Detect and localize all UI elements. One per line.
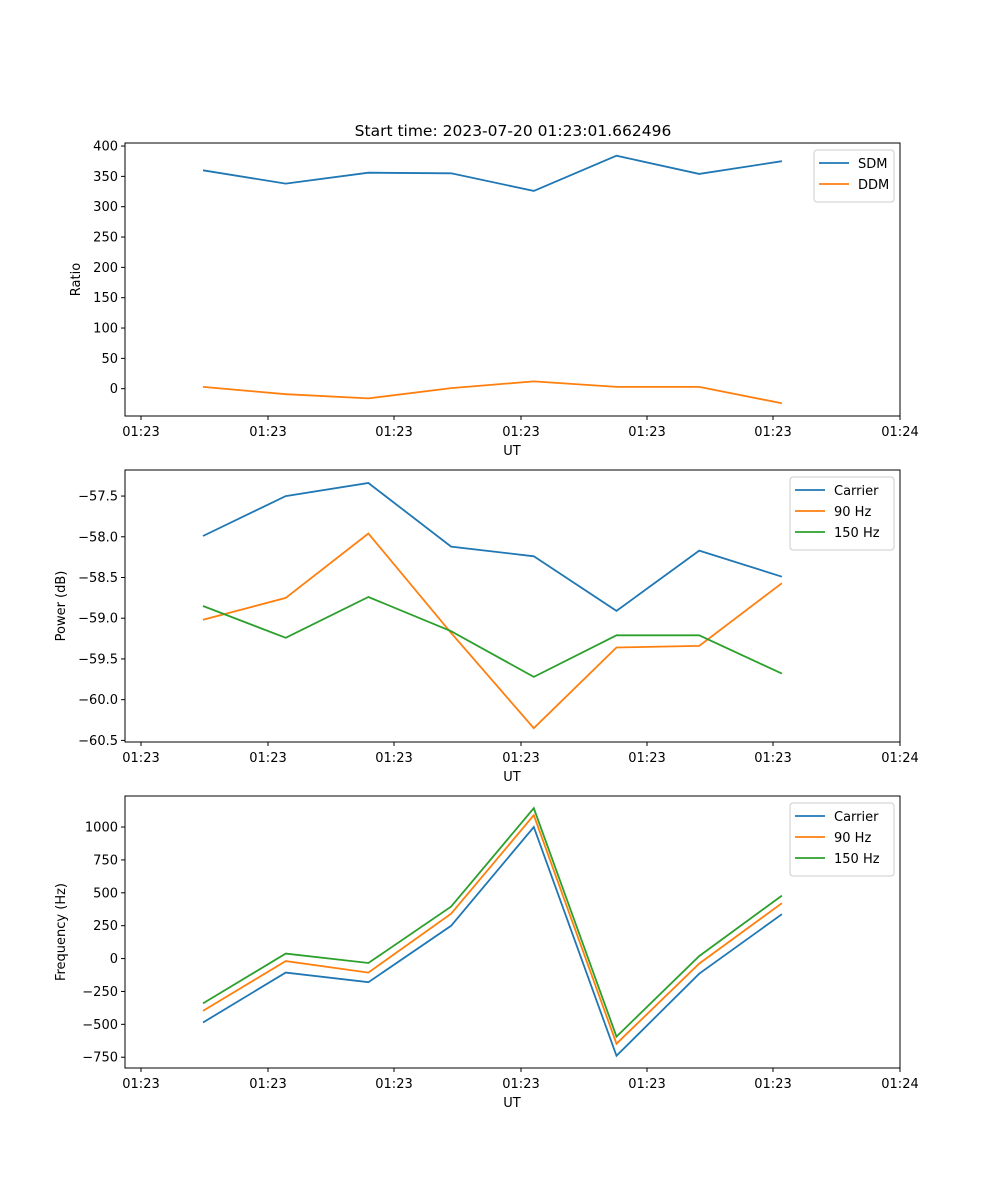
x-tick-label: 01:24	[881, 1077, 918, 1092]
series-line-sdm	[202, 154, 783, 192]
y-tick-label: 50	[101, 352, 118, 367]
legend-label: 150 Hz	[834, 526, 880, 541]
x-tick-label: 01:23	[628, 1077, 665, 1092]
legend-label: SDM	[858, 157, 887, 172]
y-tick-label: 500	[93, 886, 118, 901]
x-tick-label: 01:23	[754, 751, 791, 766]
y-axis-label: Frequency (Hz)	[54, 883, 69, 981]
y-axis-label: Ratio	[69, 263, 84, 296]
legend-label: DDM	[858, 178, 889, 193]
legend-label: 90 Hz	[834, 831, 871, 846]
x-tick-label: 01:23	[249, 1077, 286, 1092]
x-tick-label: 01:23	[122, 751, 159, 766]
x-tick-label: 01:23	[502, 751, 539, 766]
legend: Carrier 90 Hz 150 Hz	[789, 802, 895, 877]
ratio-plot: 0 50 100 150 200 250 300 350 400 01:23 01:23 01:23 0…	[69, 140, 919, 459]
y-tick-label: 400	[93, 140, 118, 155]
series-line-ddm	[202, 380, 783, 405]
series-line-carrier	[202, 482, 783, 612]
x-tick-label: 01:23	[754, 1077, 791, 1092]
x-tick-label: 01:23	[122, 425, 159, 440]
legend: Carrier 90 Hz 150 Hz	[789, 476, 895, 551]
x-tick-label: 01:23	[628, 425, 665, 440]
series-line-carrier	[202, 825, 783, 1058]
y-tick-label: 1000	[85, 821, 118, 836]
plot-area	[124, 469, 901, 743]
plot-area	[124, 795, 901, 1069]
legend-label: 150 Hz	[834, 852, 880, 867]
x-tick-label: 01:23	[375, 425, 412, 440]
y-tick-label: −60.0	[78, 693, 118, 708]
y-tick-label: 100	[93, 322, 118, 337]
frequency-plot: −750 −500 −250 0 250 500 750 1000 01:23 01:23 01:2…	[54, 795, 919, 1111]
y-tick-label: −57.5	[78, 490, 118, 505]
legend-label: 90 Hz	[834, 505, 871, 520]
y-tick-label: 0	[110, 382, 118, 397]
series-line-150-hz	[202, 806, 783, 1039]
x-tick-label: 01:23	[502, 425, 539, 440]
y-tick-label: 750	[93, 853, 118, 868]
figure-title: Start time: 2023-07-20 01:23:01.662496	[355, 122, 672, 140]
x-tick-label: 01:23	[754, 425, 791, 440]
y-tick-label: 150	[93, 291, 118, 306]
y-tick-label: 0	[110, 952, 118, 967]
plot-area	[124, 142, 901, 417]
y-tick-label: −58.0	[78, 530, 118, 545]
y-axis-label: Power (dB)	[54, 571, 69, 642]
y-tick-label: −59.5	[78, 652, 118, 667]
x-axis-label: UT	[503, 1096, 521, 1111]
y-tick-label: −58.5	[78, 571, 118, 586]
y-tick-label: 200	[93, 261, 118, 276]
x-axis-label: UT	[503, 444, 521, 459]
y-tick-label: 300	[93, 200, 118, 215]
x-tick-label: 01:24	[881, 425, 918, 440]
y-tick-label: −500	[82, 1018, 118, 1033]
y-tick-label: −250	[82, 985, 118, 1000]
legend-label: Carrier	[834, 484, 879, 499]
series-line-150-hz	[202, 596, 783, 678]
x-tick-label: 01:23	[375, 751, 412, 766]
legend: SDM DDM	[813, 149, 895, 203]
y-tick-label: 350	[93, 170, 118, 185]
x-axis-label: UT	[503, 770, 521, 785]
x-tick-label: 01:23	[628, 751, 665, 766]
x-tick-label: 01:23	[122, 1077, 159, 1092]
x-tick-label: 01:23	[502, 1077, 539, 1092]
series-line-90-hz	[202, 532, 783, 730]
y-tick-label: 250	[93, 231, 118, 246]
x-tick-label: 01:24	[881, 751, 918, 766]
y-tick-label: −60.5	[78, 734, 118, 749]
y-tick-label: 250	[93, 919, 118, 934]
y-tick-label: −59.0	[78, 612, 118, 627]
x-tick-label: 01:23	[249, 751, 286, 766]
y-tick-label: −750	[82, 1051, 118, 1066]
x-tick-label: 01:23	[375, 1077, 412, 1092]
x-tick-label: 01:23	[249, 425, 286, 440]
legend-label: Carrier	[834, 810, 879, 825]
series-line-90-hz	[202, 813, 783, 1046]
power-plot: −60.5 −60.0 −59.5 −59.0 −58.5 −58.0 −57.5 01:23…	[54, 469, 919, 785]
